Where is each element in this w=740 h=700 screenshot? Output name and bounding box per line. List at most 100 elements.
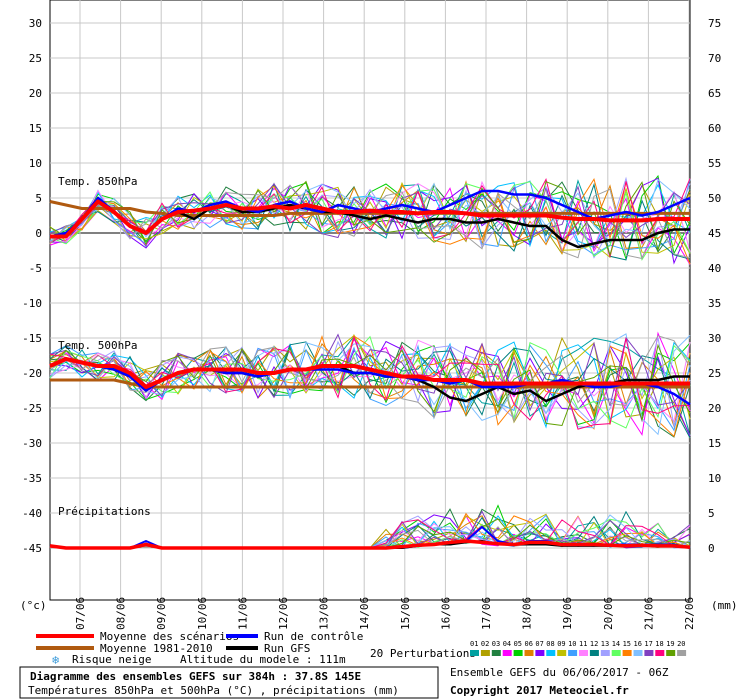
- right-tick-label: 5: [708, 507, 715, 520]
- legend: Moyenne des scénarios Moyenne 1981-2010 …: [36, 630, 687, 667]
- left-tick-label: 20: [29, 87, 42, 100]
- perturbation-swatch: [480, 650, 490, 656]
- perturbation-number: 02: [481, 640, 489, 648]
- left-tick-label: 10: [29, 157, 42, 170]
- right-tick-label: 70: [708, 52, 721, 65]
- perturbation-swatch: [589, 650, 599, 656]
- x-date-label: 09/06: [155, 597, 168, 630]
- perturbation-swatch: [677, 650, 687, 656]
- left-tick-label: 25: [29, 52, 42, 65]
- perturbation-swatch: [644, 650, 654, 656]
- footer-box: [19, 666, 439, 699]
- perturbation-swatch: [470, 650, 479, 656]
- perturbation-number: 11: [579, 640, 587, 648]
- left-tick-label: 15: [29, 122, 42, 135]
- perturbation-t500-line: [49, 341, 691, 439]
- left-tick-label: -15: [22, 332, 42, 345]
- left-tick-label: -5: [29, 262, 42, 275]
- chart-grid: [49, 0, 691, 601]
- right-tick-label: 10: [708, 472, 721, 485]
- perturbation-number: 03: [492, 640, 500, 648]
- t500-mean-line: [49, 357, 690, 389]
- right-tick-label: 20: [708, 402, 721, 415]
- perturbation-number: 10: [568, 640, 576, 648]
- snowflake-icon: ❄: [52, 653, 59, 667]
- perturbation-number: 04: [503, 640, 511, 648]
- perturbation-swatch: [655, 650, 665, 656]
- perturbation-t500-line: [49, 335, 691, 430]
- right-tick-label: 75: [708, 17, 721, 30]
- perturbation-t500-line: [49, 333, 691, 436]
- perturbation-t850-line: [49, 179, 691, 256]
- legend-altitude: Altitude du modele : 111m: [180, 653, 346, 666]
- perturbation-number: 08: [546, 640, 554, 648]
- perturbation-number: 07: [535, 640, 543, 648]
- right-tick-label: 30: [708, 332, 721, 345]
- perturbation-t500-line: [49, 335, 691, 423]
- left-tick-label: -20: [22, 367, 42, 380]
- left-tick-label: -30: [22, 437, 42, 450]
- footer-copyright: Copyright 2017 Meteociel.fr: [450, 684, 629, 697]
- x-date-label: 10/06: [196, 597, 209, 630]
- perturbation-number: 15: [623, 640, 631, 648]
- left-tick-label: -35: [22, 472, 42, 485]
- right-tick-label: 0: [708, 542, 715, 555]
- right-tick-label: 60: [708, 122, 721, 135]
- footer-run: Ensemble GEFS du 06/06/2017 - 06Z: [450, 666, 669, 679]
- right-tick-label: 35: [708, 297, 721, 310]
- x-date-label: 12/06: [277, 597, 290, 630]
- perturbation-swatch: [502, 650, 512, 656]
- x-date-label: 13/06: [318, 597, 331, 630]
- perturbation-number: 01: [470, 640, 478, 648]
- t850-mean-line: [50, 199, 690, 239]
- x-date-label: 19/06: [561, 597, 574, 630]
- perturbation-swatch: [535, 650, 545, 656]
- right-tick-label: 40: [708, 262, 721, 275]
- perturbation-swatches: 01 02 03 04 05 06 07 08 09 10 11 12 13 14 15 16 17 18 19 20: [470, 640, 687, 656]
- perturbation-t850-line: [49, 181, 691, 261]
- left-tick-label: 30: [29, 17, 42, 30]
- right-tick-label: 65: [708, 87, 721, 100]
- perturbation-number: 14: [612, 640, 620, 648]
- legend-snow: Risque neige: [72, 653, 151, 666]
- perturbation-number: 05: [514, 640, 522, 648]
- x-date-label: 22/06: [683, 597, 696, 630]
- plot-frame: [49, 0, 691, 601]
- x-date-label: 16/06: [439, 597, 452, 630]
- perturbation-number: 13: [601, 640, 609, 648]
- left-axis-unit: (°c): [20, 599, 47, 612]
- perturbation-number: 06: [525, 640, 533, 648]
- x-date-label: 21/06: [642, 597, 655, 630]
- left-tick-label: -45: [22, 542, 42, 555]
- perturbation-swatch: [568, 650, 578, 656]
- legend-climo: Moyenne 1981-2010: [100, 642, 213, 655]
- legend-mean: Moyenne des scénarios: [100, 630, 239, 643]
- perturbation-swatch: [579, 650, 588, 656]
- left-tick-label: -10: [22, 297, 42, 310]
- perturbation-swatch: [557, 650, 567, 656]
- perturbation-number: 17: [644, 640, 652, 648]
- perturbation-t500-line: [49, 341, 691, 429]
- perturbation-number: 16: [634, 640, 642, 648]
- perturbation-number: 12: [590, 640, 598, 648]
- footer-subtitle: Températures 850hPa et 500hPa (°C) , pré…: [28, 684, 399, 697]
- right-axis-unit: (mm): [711, 599, 738, 612]
- perturbation-number: 19: [666, 640, 674, 648]
- left-axis-ticks: 30 25 20 15 10 5 0 -5 -10 -15 -20 -25 -30 -35 -40 -45: [22, 17, 42, 555]
- x-date-label: 15/06: [399, 597, 412, 630]
- perturbation-t500-line: [49, 343, 691, 427]
- main-series-lines: [49, 189, 691, 550]
- perturbation-number: 20: [677, 640, 685, 648]
- label-t500: Temp. 500hPa: [58, 339, 137, 352]
- perturbation-swatch: [491, 650, 501, 656]
- left-tick-label: -40: [22, 507, 42, 520]
- right-tick-label: 50: [708, 192, 721, 205]
- legend-gfs: Run GFS: [264, 642, 310, 655]
- x-date-label: 08/06: [115, 597, 128, 630]
- right-tick-label: 25: [708, 367, 721, 380]
- x-date-label: 07/06: [74, 597, 87, 630]
- perturbation-swatch: [524, 650, 534, 656]
- x-axis-date-ticks: 07/06 08/06 09/06 10/06 11/06 12/06 13/06 14/06…: [74, 597, 696, 630]
- perturbation-number: 09: [557, 640, 565, 648]
